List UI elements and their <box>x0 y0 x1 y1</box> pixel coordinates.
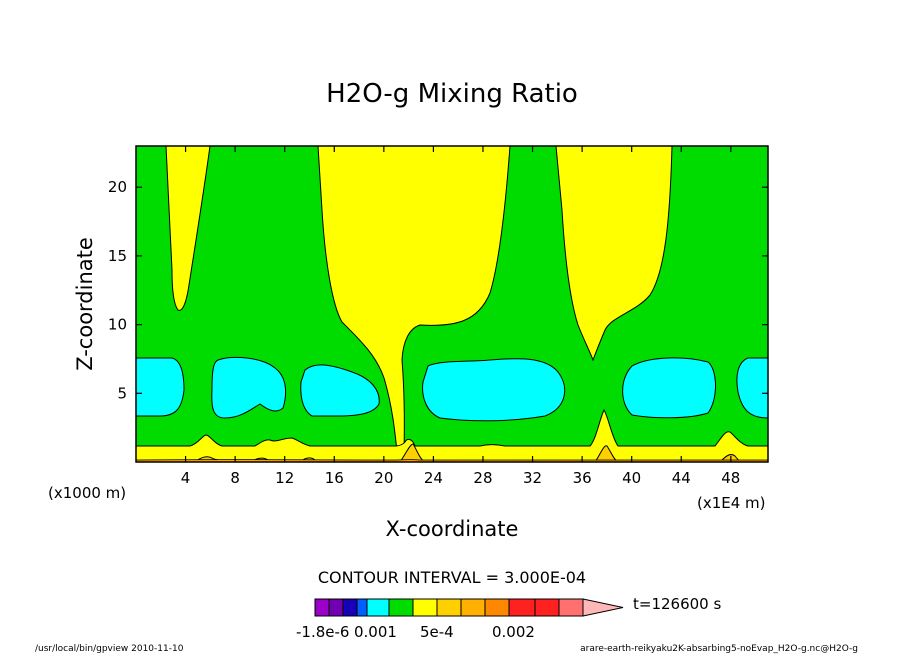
footer-left: /usr/local/bin/gpview 2010-11-10 <box>35 644 184 654</box>
colorbar-cell <box>508 598 536 617</box>
colorbar-cell <box>436 598 462 617</box>
colorbar-cell <box>388 598 414 617</box>
x-unit-right: (x1E4 m) <box>697 494 766 512</box>
yellow-plume-left <box>165 146 211 311</box>
x-tick-label: 8 <box>230 469 240 487</box>
x-tick-label: 32 <box>523 469 542 487</box>
colorbar-cell <box>356 598 368 617</box>
y-tick-label: 20 <box>108 178 127 196</box>
colorbar-label-2: 0.001 <box>354 623 397 641</box>
x-tick-label: 44 <box>672 469 691 487</box>
colorbar-cell <box>460 598 486 617</box>
x-axis-ticks: 4 8 12 16 20 24 28 32 36 40 44 48 <box>181 146 740 487</box>
cyan-blob-3 <box>300 364 380 417</box>
cyan-blob-6 <box>736 357 768 419</box>
colorbar-label-3: 5e-4 <box>420 623 454 641</box>
x-tick-label: 36 <box>573 469 592 487</box>
yellow-surface-layer <box>136 409 768 462</box>
colorbar <box>314 598 624 617</box>
cyan-blob-2 <box>211 356 287 419</box>
contour-field <box>136 146 768 462</box>
colorbar-cell <box>342 598 358 617</box>
x-tick-label: 28 <box>473 469 492 487</box>
plot-frame <box>135 145 769 463</box>
colorbar-cell <box>328 598 344 617</box>
x-tick-label: 12 <box>275 469 294 487</box>
x-tick-label: 16 <box>325 469 344 487</box>
cyan-blob-4 <box>422 358 566 422</box>
colorbar-overflow-arrow <box>582 598 624 617</box>
y-axis-ticks: 5 10 15 20 <box>108 178 768 402</box>
x-unit-left: (x1000 m) <box>48 484 126 502</box>
chart-title: H2O-g Mixing Ratio <box>326 79 578 109</box>
x-tick-label: 24 <box>424 469 443 487</box>
colorbar-cell <box>534 598 560 617</box>
contour-interval-label: CONTOUR INTERVAL = 3.000E-04 <box>318 568 586 587</box>
x-tick-label: 20 <box>374 469 393 487</box>
colorbar-cell <box>412 598 438 617</box>
y-tick-label: 15 <box>108 247 127 265</box>
yellow-plume-right <box>555 146 673 362</box>
cyan-blob-1 <box>136 357 185 417</box>
y-tick-label: 10 <box>108 316 127 334</box>
colorbar-cell <box>558 598 584 617</box>
colorbar-cell <box>314 598 330 617</box>
colorbar-label-1: -1.8e-6 <box>296 623 349 641</box>
colorbar-cell <box>484 598 510 617</box>
footer-right: arare-earth-reikyaku2K-absarbing5-noEvap… <box>580 644 858 654</box>
colorbar-cell <box>366 598 390 617</box>
time-label: t=126600 s <box>633 595 721 613</box>
x-tick-label: 48 <box>721 469 740 487</box>
x-tick-label: 40 <box>622 469 641 487</box>
x-tick-label: 4 <box>181 469 191 487</box>
yellow-plume-center <box>317 146 511 462</box>
cyan-blob-5 <box>622 357 716 419</box>
colorbar-label-4: 0.002 <box>492 623 535 641</box>
y-tick-label: 5 <box>117 384 127 402</box>
y-axis-label: Z-coordinate <box>73 237 97 371</box>
x-axis-label: X-coordinate <box>386 517 519 541</box>
